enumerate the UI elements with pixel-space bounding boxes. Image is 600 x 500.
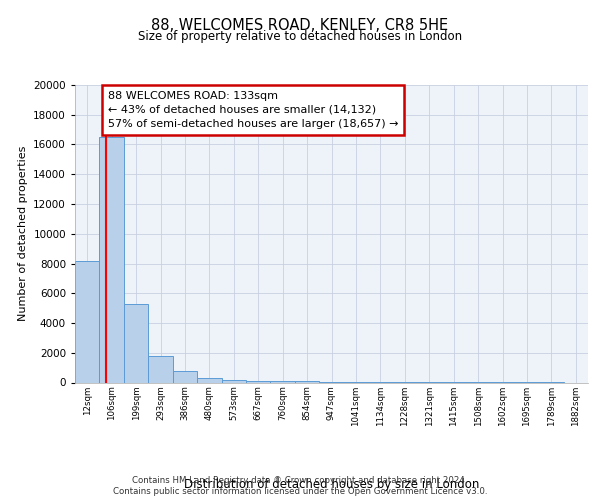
Text: Size of property relative to detached houses in London: Size of property relative to detached ho… bbox=[138, 30, 462, 43]
Text: Contains HM Land Registry data © Crown copyright and database right 2024.: Contains HM Land Registry data © Crown c… bbox=[132, 476, 468, 485]
Bar bbox=[246, 380, 271, 382]
Text: 88 WELCOMES ROAD: 133sqm
← 43% of detached houses are smaller (14,132)
57% of se: 88 WELCOMES ROAD: 133sqm ← 43% of detach… bbox=[108, 91, 398, 129]
Text: 88, WELCOMES ROAD, KENLEY, CR8 5HE: 88, WELCOMES ROAD, KENLEY, CR8 5HE bbox=[151, 18, 449, 32]
Bar bbox=[124, 304, 148, 382]
Text: Contains public sector information licensed under the Open Government Licence v3: Contains public sector information licen… bbox=[113, 487, 487, 496]
X-axis label: Distribution of detached houses by size in London: Distribution of detached houses by size … bbox=[184, 478, 479, 492]
Bar bbox=[75, 260, 100, 382]
Bar bbox=[197, 378, 221, 382]
Bar bbox=[100, 137, 124, 382]
Bar bbox=[271, 381, 295, 382]
Y-axis label: Number of detached properties: Number of detached properties bbox=[17, 146, 28, 322]
Bar bbox=[148, 356, 173, 382]
Bar bbox=[173, 371, 197, 382]
Bar bbox=[221, 380, 246, 382]
